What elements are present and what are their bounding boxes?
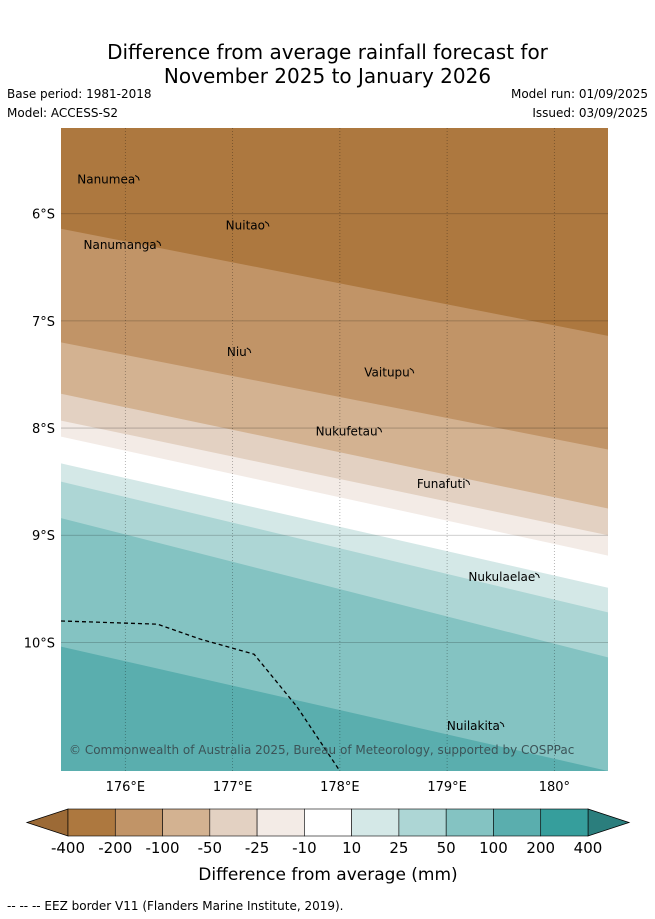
graticule [61,128,608,771]
colorbar-tick-label: 100 [479,839,508,857]
y-tick-label: 9°S [32,529,55,544]
title-line-1: Difference from average rainfall forecas… [107,40,548,64]
colorbar-swatch [493,808,542,837]
colorbar-tick-label: -200 [98,839,132,857]
island-label: Nuilakita [447,719,500,733]
colorbar-tick-label: -10 [292,839,317,857]
map-title: Difference from average rainfall forecas… [0,40,655,88]
colorbar-tick-label: 25 [389,839,408,857]
y-tick-label: 10°S [24,636,55,651]
island-shape [246,347,252,354]
issued-text: Issued: 03/09/2025 [532,106,648,120]
colorbar-swatch [304,808,352,837]
island-label: Nanumea [77,172,135,186]
colorbar-extend-low [25,808,69,837]
y-tick-label: 6°S [32,208,55,223]
colorbar-tick-label: -400 [51,839,85,857]
colorbar-label: Difference from average (mm) [198,865,457,885]
island-label: Nanumanga [84,238,157,252]
island-label: Niu [227,345,247,359]
x-tick-label: 179°E [427,780,467,795]
colorbar-tick-label: 50 [437,839,456,857]
colorbar: -400 -200 -100 -50 -25 -10 10 25 50 100 200 400 Diff… [25,808,631,885]
model-run-text: Model run: 01/09/2025 [510,87,648,101]
eez-border-line [61,620,341,771]
colorbar-swatch [540,808,589,837]
x-tick-label: 177°E [213,780,253,795]
title-line-2: November 2025 to January 2026 [163,64,492,88]
y-tick-label: 8°S [32,422,55,437]
colorbar-extend-high [587,808,631,837]
x-tick-label: 176°E [106,780,146,795]
copyright-notice: © Commonwealth of Australia 2025, Bureau… [69,743,574,757]
island-shape [465,479,471,485]
island-label: Nukufetau [316,424,378,438]
colorbar-swatch [256,808,305,837]
island-label: Funafuti [417,477,466,491]
y-tick-label: 7°S [32,315,55,330]
island-shape [156,240,162,246]
colorbar-swatch [209,808,258,837]
island-shape [499,721,505,728]
colorbar-swatch [351,808,400,837]
eez-legend-text: -- -- -- EEZ border V11 (Flanders Marine… [7,899,344,913]
colorbar-tick-label: -25 [245,839,270,857]
colorbar-swatch [445,808,494,837]
map-axes: 176°E 177°E 178°E 179°E 180° 6°S 7°S 8°S 9°S 10°S [24,208,570,795]
rainfall-bands [61,128,608,771]
colorbar-tick-label: 200 [526,839,555,857]
island-label: Vaitupu [364,365,410,379]
colorbar-swatch [67,808,116,837]
island-shape [134,175,140,181]
colorbar-tick-label: -100 [146,839,180,857]
eez-border [61,620,341,771]
x-tick-label: 178°E [320,780,360,795]
colorbar-swatch [162,808,211,837]
rainfall-band-10 [61,646,608,771]
island-label: Nukulaelae [468,570,535,584]
island-shape [409,367,415,374]
island-shape [377,426,383,433]
base-period-text: Base period: 1981-2018 [7,87,152,101]
colorbar-swatch [114,808,163,837]
islands-layer: Nanumea Nuitao Nanumanga Niu Vaitupu Nukufeta… [77,172,540,733]
colorbar-tick-label: 400 [574,839,603,857]
model-text: Model: ACCESS-S2 [7,106,119,120]
colorbar-swatch [398,808,447,837]
colorbar-tick-label: 10 [342,839,361,857]
x-tick-label: 180° [539,780,570,795]
colorbar-tick-label: -50 [198,839,223,857]
island-label: Nuitao [226,219,265,233]
island-shape [535,572,540,579]
island-shape [264,221,270,227]
